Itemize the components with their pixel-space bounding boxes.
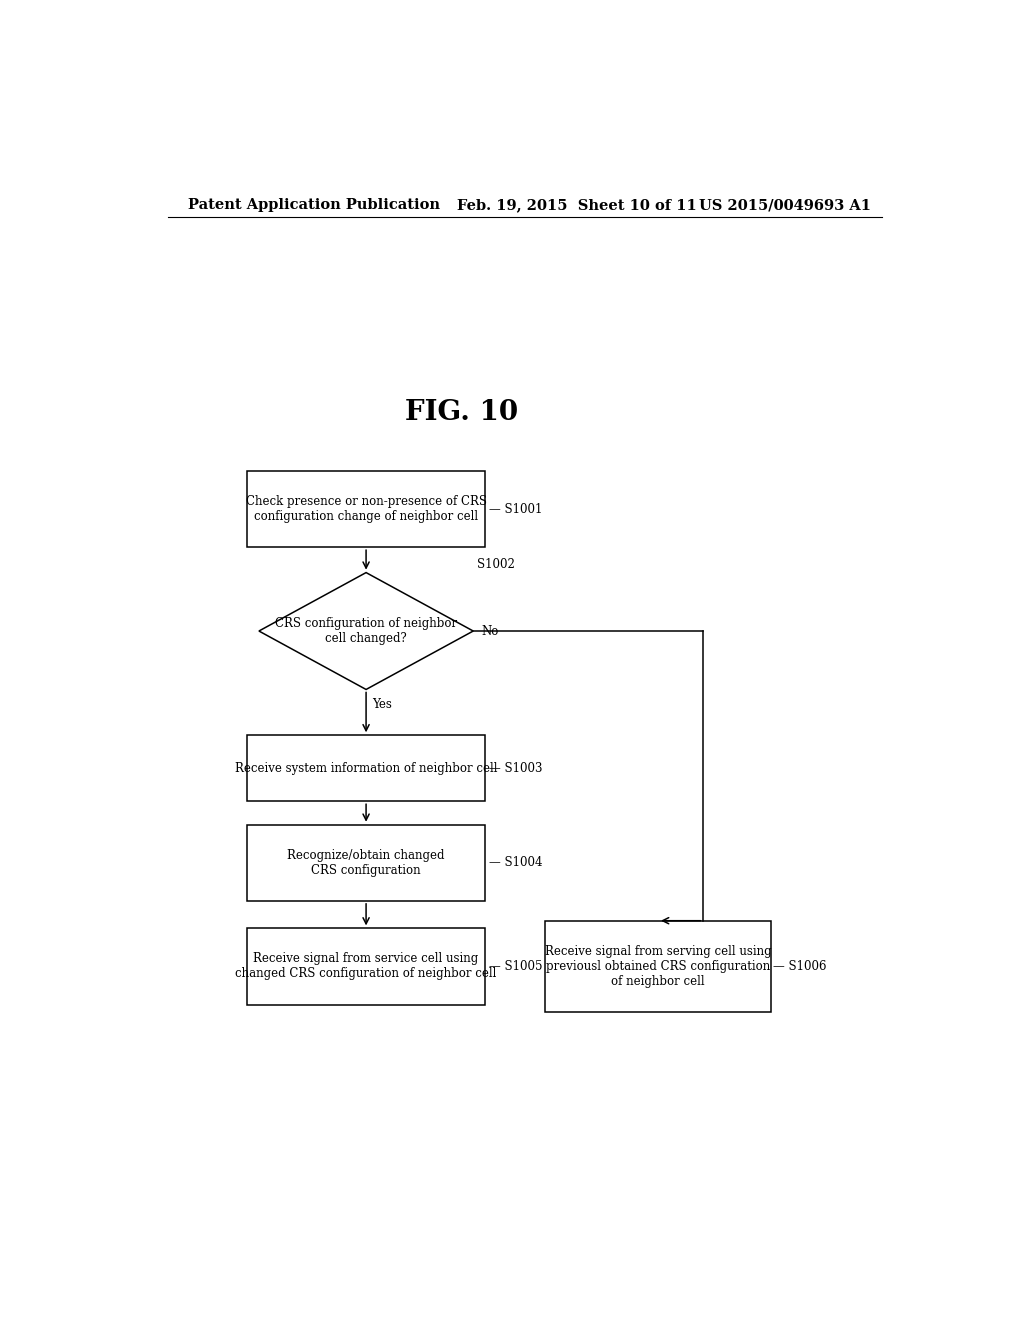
Text: US 2015/0049693 A1: US 2015/0049693 A1 — [699, 198, 871, 213]
FancyBboxPatch shape — [545, 921, 771, 1012]
Polygon shape — [259, 573, 473, 689]
Text: Receive signal from service cell using
changed CRS configuration of neighbor cel: Receive signal from service cell using c… — [236, 953, 497, 981]
Text: — S1004: — S1004 — [489, 857, 543, 870]
FancyBboxPatch shape — [247, 735, 485, 801]
Text: Patent Application Publication: Patent Application Publication — [187, 198, 439, 213]
Text: FIG. 10: FIG. 10 — [404, 399, 518, 426]
Text: — S1005: — S1005 — [489, 960, 543, 973]
Text: Feb. 19, 2015  Sheet 10 of 11: Feb. 19, 2015 Sheet 10 of 11 — [458, 198, 697, 213]
Text: — S1003: — S1003 — [489, 762, 543, 775]
Text: — S1001: — S1001 — [489, 503, 543, 516]
Text: Recognize/obtain changed
CRS configuration: Recognize/obtain changed CRS configurati… — [288, 849, 444, 876]
Text: Receive signal from serving cell using
previousl obtained CRS configuration
of n: Receive signal from serving cell using p… — [545, 945, 771, 987]
Text: No: No — [481, 624, 499, 638]
Text: Check presence or non-presence of CRS
configuration change of neighbor cell: Check presence or non-presence of CRS co… — [246, 495, 486, 523]
FancyBboxPatch shape — [247, 825, 485, 900]
Text: Yes: Yes — [373, 698, 392, 710]
Text: S1002: S1002 — [477, 558, 515, 572]
FancyBboxPatch shape — [247, 471, 485, 548]
FancyBboxPatch shape — [247, 928, 485, 1005]
Text: CRS configuration of neighbor
cell changed?: CRS configuration of neighbor cell chang… — [275, 616, 457, 645]
Text: — S1006: — S1006 — [773, 960, 826, 973]
Text: Receive system information of neighbor cell: Receive system information of neighbor c… — [234, 762, 498, 775]
